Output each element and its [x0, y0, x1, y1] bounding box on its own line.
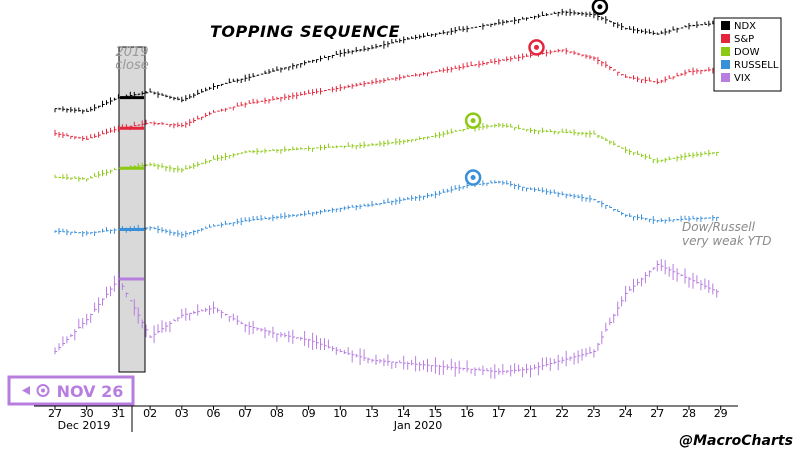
- band-label-line2: close: [115, 58, 148, 73]
- x-tick-label: 29: [714, 407, 728, 420]
- x-tick-label: 07: [238, 407, 252, 420]
- month-label-dec: Dec 2019: [58, 419, 111, 432]
- series-path: [54, 122, 719, 182]
- back-button-label: NOV 26: [57, 382, 124, 401]
- peak-marker-dot: [597, 4, 603, 10]
- legend-swatch: [721, 34, 730, 43]
- x-tick-label: 28: [682, 407, 696, 420]
- x-axis-ticks: 27 30 31 02 03 06 07 08 09 10 13 14 15 16 17 21 22 23 24 27…: [48, 406, 728, 420]
- x-tick-label: 14: [397, 407, 411, 420]
- x-tick-label: 31: [111, 407, 125, 420]
- x-tick-label: 10: [333, 407, 347, 420]
- legend: NDX S&P DOW RUSSELL VIX: [713, 17, 782, 92]
- x-tick-label: 06: [207, 407, 221, 420]
- x-tick-label: 24: [619, 407, 633, 420]
- legend-swatch: [721, 21, 730, 30]
- series-path: [54, 259, 719, 379]
- x-tick-label: 27: [650, 407, 664, 420]
- legend-swatch: [721, 47, 730, 56]
- series-path: [54, 180, 719, 239]
- x-tick-label: 16: [460, 407, 474, 420]
- legend-label: NDX: [734, 21, 756, 32]
- legend-label: RUSSELL: [734, 60, 779, 71]
- legend-swatch: [721, 73, 730, 82]
- legend-label: S&P: [734, 34, 754, 45]
- year-close-markers: [120, 96, 144, 281]
- series-layer: [54, 8, 719, 379]
- legend-label: DOW: [734, 47, 760, 58]
- legend-label: VIX: [734, 73, 751, 84]
- chart-title: TOPPING SEQUENCE: [210, 22, 400, 41]
- nov26-back-button[interactable]: NOV 26: [7, 375, 135, 406]
- x-tick-label: 27: [48, 407, 62, 420]
- x-tick-label: 17: [492, 407, 506, 420]
- x-tick-label: 22: [555, 407, 569, 420]
- x-tick-label: 15: [428, 407, 442, 420]
- x-tick-label: 21: [524, 407, 538, 420]
- rewind-icon: [22, 384, 50, 397]
- x-tick-label: 02: [143, 407, 157, 420]
- x-tick-label: 23: [587, 407, 601, 420]
- x-tick-label: 13: [365, 407, 379, 420]
- month-label-jan: Jan 2020: [393, 419, 442, 432]
- back-button-frame: [7, 375, 135, 406]
- annotation-line2: very weak YTD: [682, 234, 772, 248]
- x-tick-label: 09: [302, 407, 316, 420]
- x-tick-label: 30: [80, 407, 94, 420]
- series-dow: [54, 122, 719, 182]
- x-tick-label: 03: [175, 407, 189, 420]
- legend-swatch: [721, 60, 730, 69]
- x-tick-label: 08: [270, 407, 284, 420]
- watermark: @MacroCharts: [679, 433, 793, 449]
- peak-marker-dot: [470, 118, 476, 124]
- annotation-line1: Dow/Russell: [682, 220, 756, 234]
- series-vix: [54, 259, 719, 379]
- series-russell: [54, 180, 719, 239]
- legend-items: NDX S&P DOW RUSSELL VIX: [721, 21, 779, 84]
- peak-markers: [464, 0, 609, 186]
- band-label-line1: 2019: [115, 45, 148, 60]
- peak-marker-dot: [470, 175, 476, 181]
- peak-marker-dot: [534, 44, 539, 50]
- year-close-band: [118, 46, 146, 373]
